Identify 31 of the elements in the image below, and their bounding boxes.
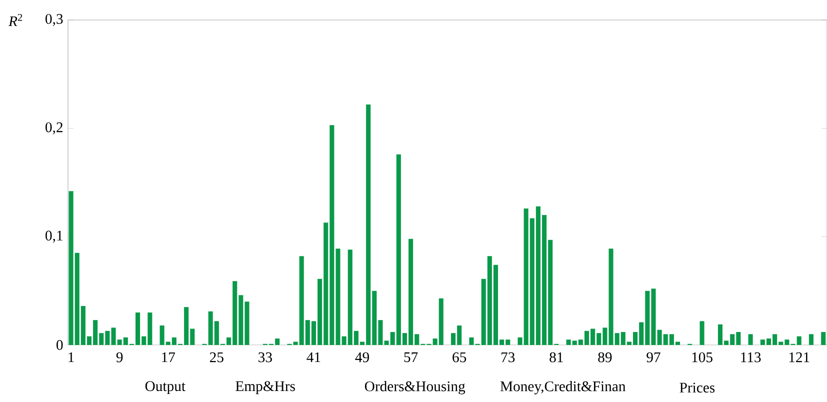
y-tick-label: 0 (56, 340, 63, 350)
x-tick-label: 105 (692, 352, 712, 362)
y-tick-label: 0,2 (46, 122, 62, 134)
x-tick-label: 65 (452, 352, 466, 362)
x-tick-label: 9 (116, 352, 123, 362)
x-tick-label: 73 (502, 352, 515, 362)
text: Emp&Hrs (236, 381, 295, 394)
y-tick-label: 0,3 (46, 14, 63, 26)
x-tick-label: 89 (598, 352, 612, 362)
x-tick-label: 57 (404, 352, 418, 362)
x-tick-label: 25 (210, 352, 224, 362)
x-tick-label: 1 (68, 352, 74, 362)
y-tick-label: 0,1 (46, 230, 62, 243)
x-tick-label: 97 (646, 352, 660, 362)
x-tick-label: 121 (789, 352, 810, 362)
bar (748, 334, 753, 345)
text: Prices (680, 382, 715, 393)
y-axis-title: R$^{2}$ (8, 14, 22, 26)
x-tick-label: 49 (355, 352, 369, 362)
x-tick-label: 81 (550, 352, 563, 362)
bar (808, 334, 814, 345)
text: Orders&Housing (364, 380, 466, 394)
bar (700, 321, 704, 345)
bar (821, 332, 826, 345)
text: Money,Credit&Finan (500, 380, 626, 394)
text: Output (145, 381, 186, 394)
bar (469, 337, 474, 345)
x-tick-label: 113 (741, 352, 761, 362)
x-tick-label: 17 (162, 352, 176, 362)
x-tick-label: 41 (306, 352, 320, 362)
x-tick-label: 33 (258, 352, 272, 362)
